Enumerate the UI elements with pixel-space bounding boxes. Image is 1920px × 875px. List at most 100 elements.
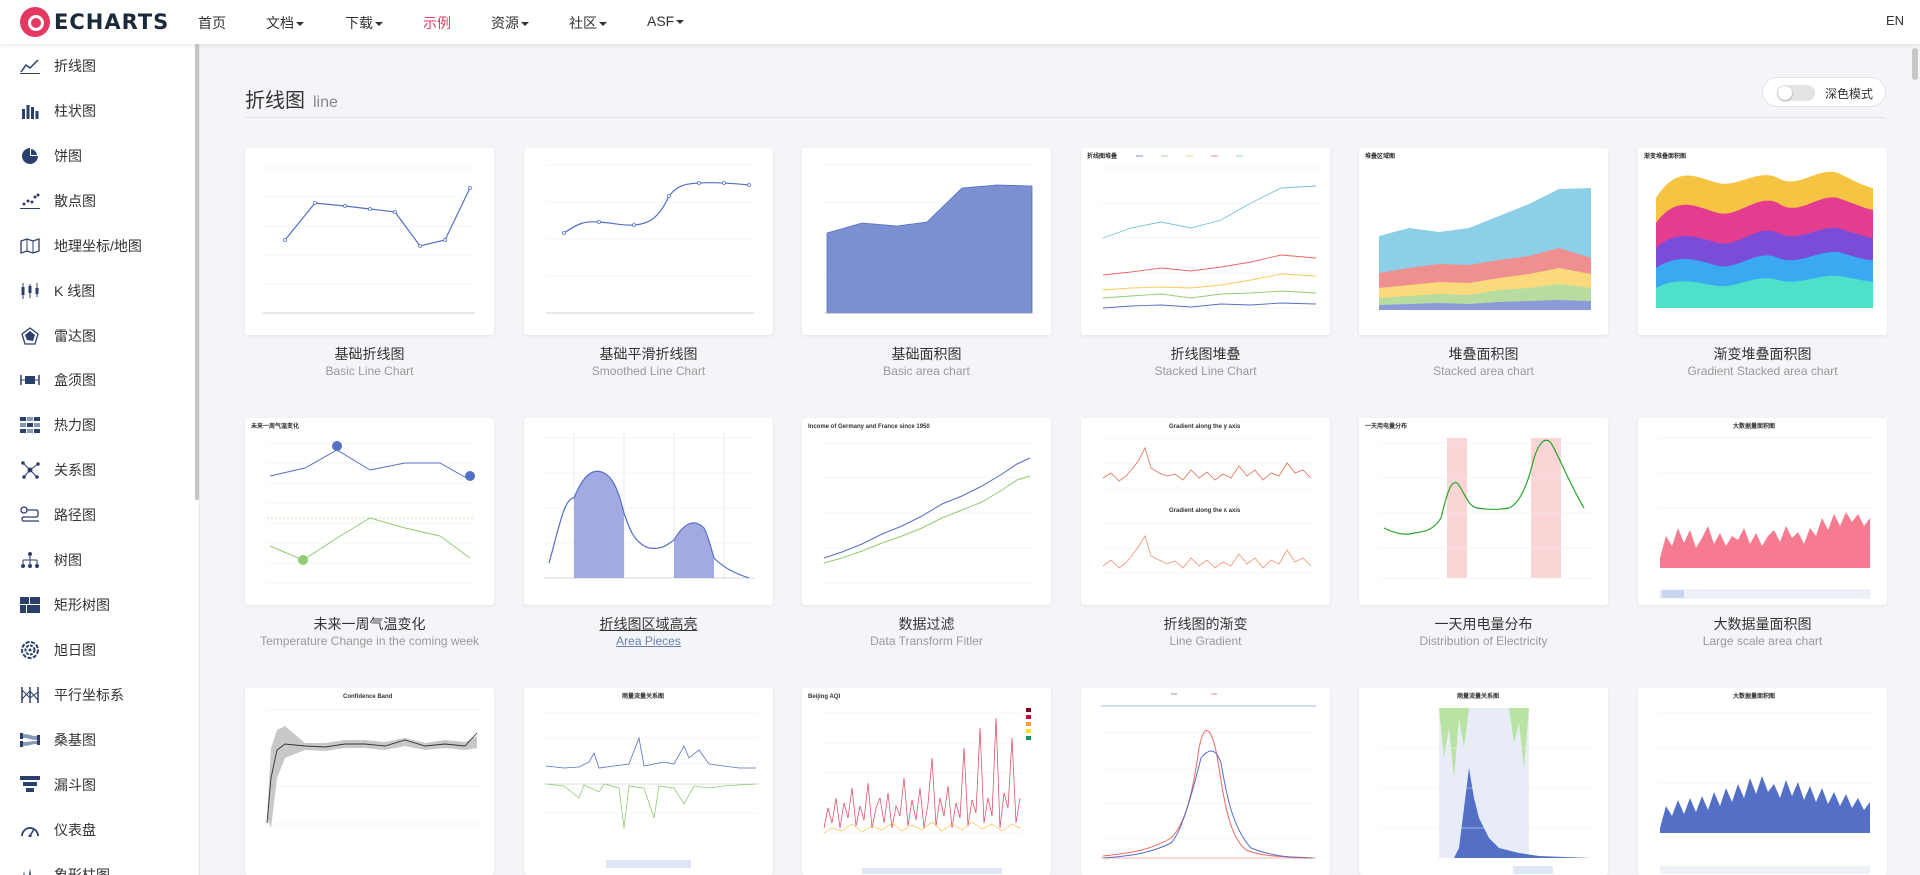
example-card-large-area-2[interactable]: 大数据量面积图 <box>1638 688 1887 875</box>
card-title[interactable]: 大数据量面积图 <box>1713 616 1812 632</box>
line-chart-icon <box>20 56 40 76</box>
example-card-temperature[interactable]: 未来一周气温变化 <box>245 418 494 605</box>
nav-resources[interactable]: 资源 <box>491 13 529 33</box>
nav-docs[interactable]: 文档 <box>266 13 304 33</box>
sidebar-item-candlestick[interactable]: K 线图 <box>0 273 190 309</box>
basic-area-thumbnail <box>824 164 1033 314</box>
sidebar-item-label: 盒须图 <box>54 372 96 388</box>
example-card-gradient-stacked[interactable]: 渐变堆叠面积图 <box>1638 148 1887 335</box>
example-card-smooth-line[interactable] <box>524 148 773 335</box>
example-card-data-filter[interactable]: Income of Germany and France since 1950 <box>802 418 1051 605</box>
dark-mode-toggle[interactable]: 深色模式 <box>1762 77 1886 107</box>
card-title[interactable]: 未来一周气温变化 <box>313 616 426 632</box>
sidebar-item-pie[interactable]: 饼图 <box>0 138 190 174</box>
sidebar-item-boxplot[interactable]: 盒须图 <box>0 362 190 398</box>
sidebar-item-funnel[interactable]: 漏斗图 <box>0 767 190 803</box>
page-title: 折线图 line <box>245 84 338 113</box>
example-card-stacked-line[interactable]: 折线图堆叠 <box>1081 148 1330 335</box>
sidebar-item-lines[interactable]: 路径图 <box>0 497 190 533</box>
example-card-stacked-area[interactable]: 堆叠区域图 <box>1359 148 1608 335</box>
sidebar-item-map[interactable]: 地理坐标/地图 <box>0 228 190 264</box>
card-subtitle: Data Transform Fitler <box>870 634 983 648</box>
card-title[interactable]: 渐变堆叠面积图 <box>1713 346 1812 362</box>
example-card-large-area[interactable]: 大数据量面积图 <box>1638 418 1887 605</box>
thumb-title: 大数据量面积图 <box>1733 692 1775 700</box>
sidebar-item-label: 地理坐标/地图 <box>54 238 142 254</box>
radar-icon <box>20 326 40 346</box>
sidebar-item-label: K 线图 <box>54 283 96 299</box>
toggle-switch[interactable] <box>1777 85 1815 101</box>
page-scrollbar[interactable] <box>1912 48 1918 80</box>
example-card-basic-area[interactable] <box>802 148 1051 335</box>
example-card-electricity[interactable]: 一天用电量分布 <box>1359 418 1608 605</box>
card-subtitle: Stacked Line Chart <box>1154 364 1257 378</box>
example-card-aqi[interactable]: Beijing AQI <box>802 688 1051 875</box>
nav-community[interactable]: 社区 <box>569 13 607 33</box>
sidebar-item-sunburst[interactable]: 旭日图 <box>0 632 190 668</box>
nav-home[interactable]: 首页 <box>198 15 226 31</box>
chart-type-sidebar: 折线图 柱状图 饼图 散点图 地理坐标/地图 K 线图 雷达图 盒须图 热力图 … <box>0 44 200 875</box>
chevron-down-icon <box>599 22 607 27</box>
card-subtitle: Distribution of Electricity <box>1419 634 1548 648</box>
example-card-multi-x[interactable] <box>1081 688 1330 875</box>
title-divider <box>245 117 1885 118</box>
card-subtitle: Gradient Stacked area chart <box>1687 364 1838 378</box>
sidebar-scrollbar[interactable] <box>195 44 199 500</box>
card-title[interactable]: 折线图区域高亮 <box>599 616 698 632</box>
card-title[interactable]: 基础面积图 <box>891 346 962 362</box>
card-subtitle: Smoothed Line Chart <box>591 364 706 378</box>
sidebar-item-sankey[interactable]: 桑基图 <box>0 722 190 758</box>
example-card-line-gradient[interactable]: Gradient along the y axis Gradient along… <box>1081 418 1330 605</box>
scatter-chart-icon <box>20 191 40 211</box>
thumb-title-2: Gradient along the x axis <box>1169 508 1241 514</box>
gradient-stacked-thumbnail: 渐变堆叠面积图 <box>1644 152 1873 308</box>
example-card-rainfall-2[interactable]: 雨量流量关系图 <box>1359 688 1608 875</box>
example-card-area-pieces[interactable] <box>524 418 773 605</box>
card-title[interactable]: 堆叠面积图 <box>1448 346 1519 362</box>
sidebar-item-pictorial-bar[interactable]: 象形柱图 <box>0 857 190 875</box>
language-switch[interactable]: EN <box>1885 13 1904 28</box>
card-title[interactable]: 一天用电量分布 <box>1434 616 1533 632</box>
sidebar-item-tree[interactable]: 树图 <box>0 542 190 578</box>
echarts-logo[interactable]: ECHARTS <box>20 6 169 38</box>
card-title[interactable]: 基础折线图 <box>334 346 405 362</box>
nav-asf[interactable]: ASF <box>647 13 685 29</box>
card-subtitle: Large scale area chart <box>1702 634 1823 648</box>
example-card-basic-line[interactable] <box>245 148 494 335</box>
sidebar-item-heatmap[interactable]: 热力图 <box>0 407 190 443</box>
card-title[interactable]: 折线图堆叠 <box>1170 346 1241 362</box>
sidebar-item-label: 象形柱图 <box>54 867 110 875</box>
nav-download[interactable]: 下载 <box>345 13 383 33</box>
nav-examples[interactable]: 示例 <box>423 15 451 31</box>
parallel-icon <box>20 685 40 705</box>
sidebar-item-graph[interactable]: 关系图 <box>0 452 190 488</box>
sidebar-item-treemap[interactable]: 矩形树图 <box>0 587 190 623</box>
multi-x-thumbnail <box>1101 693 1316 859</box>
page-title-text: 折线图 <box>245 90 305 112</box>
thumb-title: 未来一周气温变化 <box>251 422 299 430</box>
chevron-down-icon <box>296 22 304 27</box>
thumb-title: 堆叠区域图 <box>1365 152 1395 160</box>
card-subtitle[interactable]: Area Pieces <box>616 634 681 648</box>
electricity-thumbnail: 一天用电量分布 <box>1365 422 1594 579</box>
pictorial-bar-icon <box>20 865 40 875</box>
card-title[interactable]: 折线图的渐变 <box>1163 616 1248 632</box>
sidebar-item-label: 散点图 <box>54 193 96 209</box>
sidebar-item-scatter[interactable]: 散点图 <box>0 183 190 219</box>
stacked-area-thumbnail: 堆叠区域图 <box>1365 152 1591 310</box>
sidebar-item-gauge[interactable]: 仪表盘 <box>0 812 190 848</box>
sidebar-item-radar[interactable]: 雷达图 <box>0 318 190 354</box>
example-card-rainfall[interactable]: 雨量流量关系图 <box>524 688 773 875</box>
card-subtitle: Basic Line Chart <box>325 364 414 378</box>
gauge-icon <box>20 820 40 840</box>
treemap-icon <box>20 595 40 615</box>
toggle-knob <box>1778 86 1792 100</box>
card-title[interactable]: 基础平滑折线图 <box>599 346 698 362</box>
sidebar-item-parallel[interactable]: 平行坐标系 <box>0 677 190 713</box>
sidebar-item-line[interactable]: 折线图 <box>0 48 190 84</box>
rainfall-2-thumbnail: 雨量流量关系图 <box>1379 692 1594 874</box>
sidebar-item-bar[interactable]: 柱状图 <box>0 93 190 129</box>
card-title[interactable]: 数据过滤 <box>898 616 955 632</box>
example-card-confidence-band[interactable]: Confidence Band <box>245 688 494 875</box>
bar-chart-icon <box>20 101 40 121</box>
